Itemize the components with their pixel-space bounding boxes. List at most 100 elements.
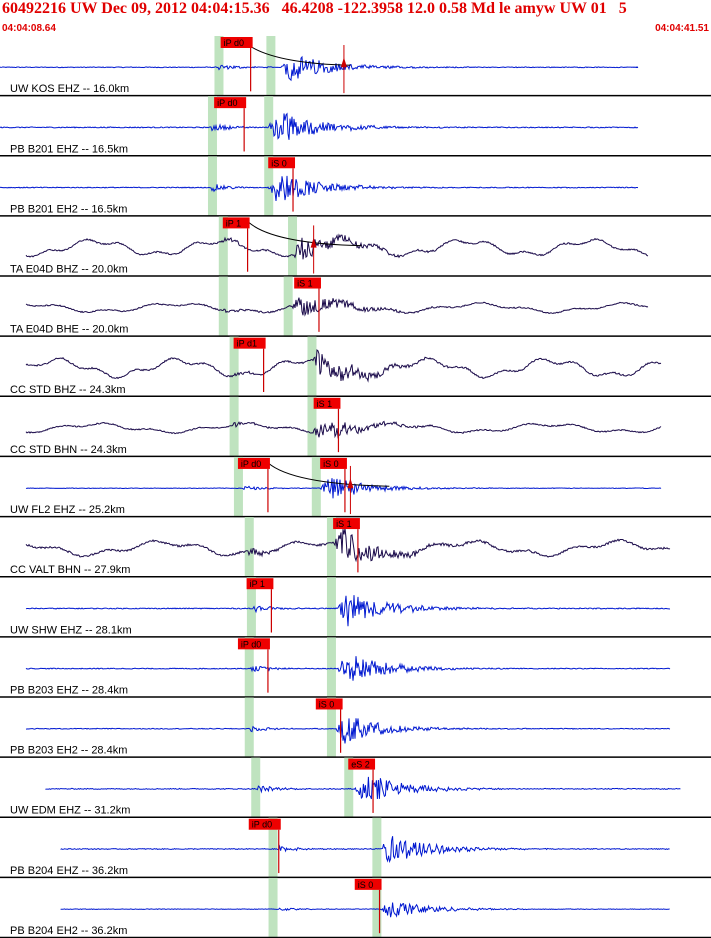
s-window-band (344, 757, 354, 818)
s-window-band (372, 817, 382, 878)
trace-label: PB B201 EHZ -- 16.5km (10, 143, 128, 155)
p-window-band (268, 877, 278, 938)
trace-label: UW KOS EHZ -- 16.0km (10, 83, 129, 95)
p-window-band (244, 637, 254, 698)
pick-box (237, 457, 270, 469)
end-time-label: 04:04:41.51 (655, 23, 709, 34)
pick-box (248, 818, 281, 830)
waveform-trace (0, 175, 639, 202)
s-window-band (326, 517, 336, 578)
trace-label: PB B204 EHZ -- 36.2km (10, 865, 128, 877)
pick-box (268, 157, 296, 169)
trace-label: PB B204 EH2 -- 36.2km (10, 925, 127, 937)
pick-box (246, 578, 274, 590)
pick-label: iS 1 (297, 279, 313, 289)
waveform-trace (45, 776, 681, 800)
seismogram-panel: iP d0 UW KOS EHZ -- 16.0km iP d0 PB B201 EH… (0, 36, 711, 938)
plot-header: 60492216 UW Dec 09, 2012 04:04:15.36 46.… (0, 0, 711, 36)
p-window-band (246, 577, 256, 638)
waveform-trace (60, 836, 670, 864)
p-window-band (218, 216, 228, 277)
trace-label: CC STD BHN -- 24.3km (10, 444, 127, 456)
event-title: 60492216 UW Dec 09, 2012 04:04:15.36 46.… (2, 0, 627, 17)
pick-label: iS 1 (336, 519, 352, 529)
pick-label: iP d0 (217, 98, 237, 108)
pick-label: iP d0 (241, 459, 261, 469)
coda-fit-curve (248, 222, 362, 247)
s-window-band (311, 456, 321, 518)
s-window-band (326, 637, 336, 698)
trace-label: PB B203 EH2 -- 28.4km (10, 745, 127, 757)
duration-marker-head (347, 478, 354, 489)
s-window-band (264, 156, 274, 217)
trace-label: CC VALT BHN -- 27.9km (10, 564, 130, 576)
waveform-trace (25, 656, 671, 681)
s-window-band (288, 216, 298, 277)
coda-fit-curve (244, 41, 351, 66)
pick-box (315, 698, 343, 710)
trace-label: UW FL2 EHZ -- 25.2km (10, 504, 125, 516)
trace-label: TA E04D BHE -- 20.0km (10, 324, 128, 336)
waveform-trace (25, 528, 671, 563)
pick-label: iP d0 (224, 38, 244, 48)
s-window-band (307, 336, 317, 397)
duration-marker-head (310, 237, 317, 248)
trace-label: TA E04D BHZ -- 20.0km (10, 264, 128, 276)
p-window-band (207, 156, 217, 217)
pick-box (214, 97, 247, 109)
pick-label: iS 0 (319, 699, 335, 709)
duration-marker-head (340, 57, 347, 68)
trace-label: UW EDM EHZ -- 31.2km (10, 805, 130, 817)
waveform-trace (25, 233, 649, 260)
pick-label: iS 1 (317, 399, 333, 409)
trace-label: PB B201 EH2 -- 16.5km (10, 203, 127, 215)
pick-box (237, 638, 270, 650)
trace-label: UW SHW EHZ -- 28.1km (10, 624, 132, 636)
pick-label: eS 2 (351, 760, 370, 770)
waveform-trace (25, 718, 671, 744)
waveform-trace (0, 55, 639, 82)
pick-box (220, 37, 253, 48)
trace-label: PB B203 EHZ -- 28.4km (10, 684, 128, 696)
p-window-band (268, 817, 278, 878)
waveform-trace (0, 112, 639, 140)
pick-label: iP d1 (237, 339, 257, 349)
s-window-band (307, 396, 317, 457)
s-window-band (326, 577, 336, 638)
pick-label: iP d0 (252, 820, 272, 830)
pick-label: iS 0 (323, 459, 339, 469)
p-window-band (244, 517, 254, 578)
pick-label: iP 1 (226, 218, 241, 228)
pick-box (294, 277, 321, 289)
s-window-band (372, 877, 382, 938)
s-window-band (326, 697, 336, 758)
pick-box (348, 758, 376, 770)
pick-label: iP d0 (241, 639, 261, 649)
p-window-band (233, 456, 243, 518)
waveform-trace (25, 297, 649, 317)
pick-box (320, 457, 347, 469)
pick-box (233, 337, 266, 349)
pick-box (333, 518, 360, 530)
p-window-band (207, 96, 217, 157)
waveform-trace (60, 902, 670, 918)
s-window-band (266, 36, 276, 97)
p-window-band (218, 276, 228, 337)
waveform-trace (25, 420, 662, 439)
pick-box (354, 878, 382, 890)
waveform-trace (25, 595, 671, 627)
coda-fit-curve (267, 462, 390, 487)
pick-label: iS 0 (358, 880, 374, 890)
pick-box (313, 397, 341, 409)
p-window-band (244, 697, 254, 758)
pick-box (222, 217, 250, 229)
start-time-label: 04:04:08.64 (2, 23, 56, 34)
p-window-band (229, 396, 239, 457)
pick-label: iS 0 (271, 158, 287, 168)
p-window-band (251, 757, 261, 818)
waveform-trace (25, 478, 662, 499)
p-window-band (214, 36, 224, 97)
p-window-band (229, 336, 239, 397)
trace-label: CC STD BHZ -- 24.3km (10, 384, 126, 396)
pick-label: iP 1 (250, 579, 265, 589)
